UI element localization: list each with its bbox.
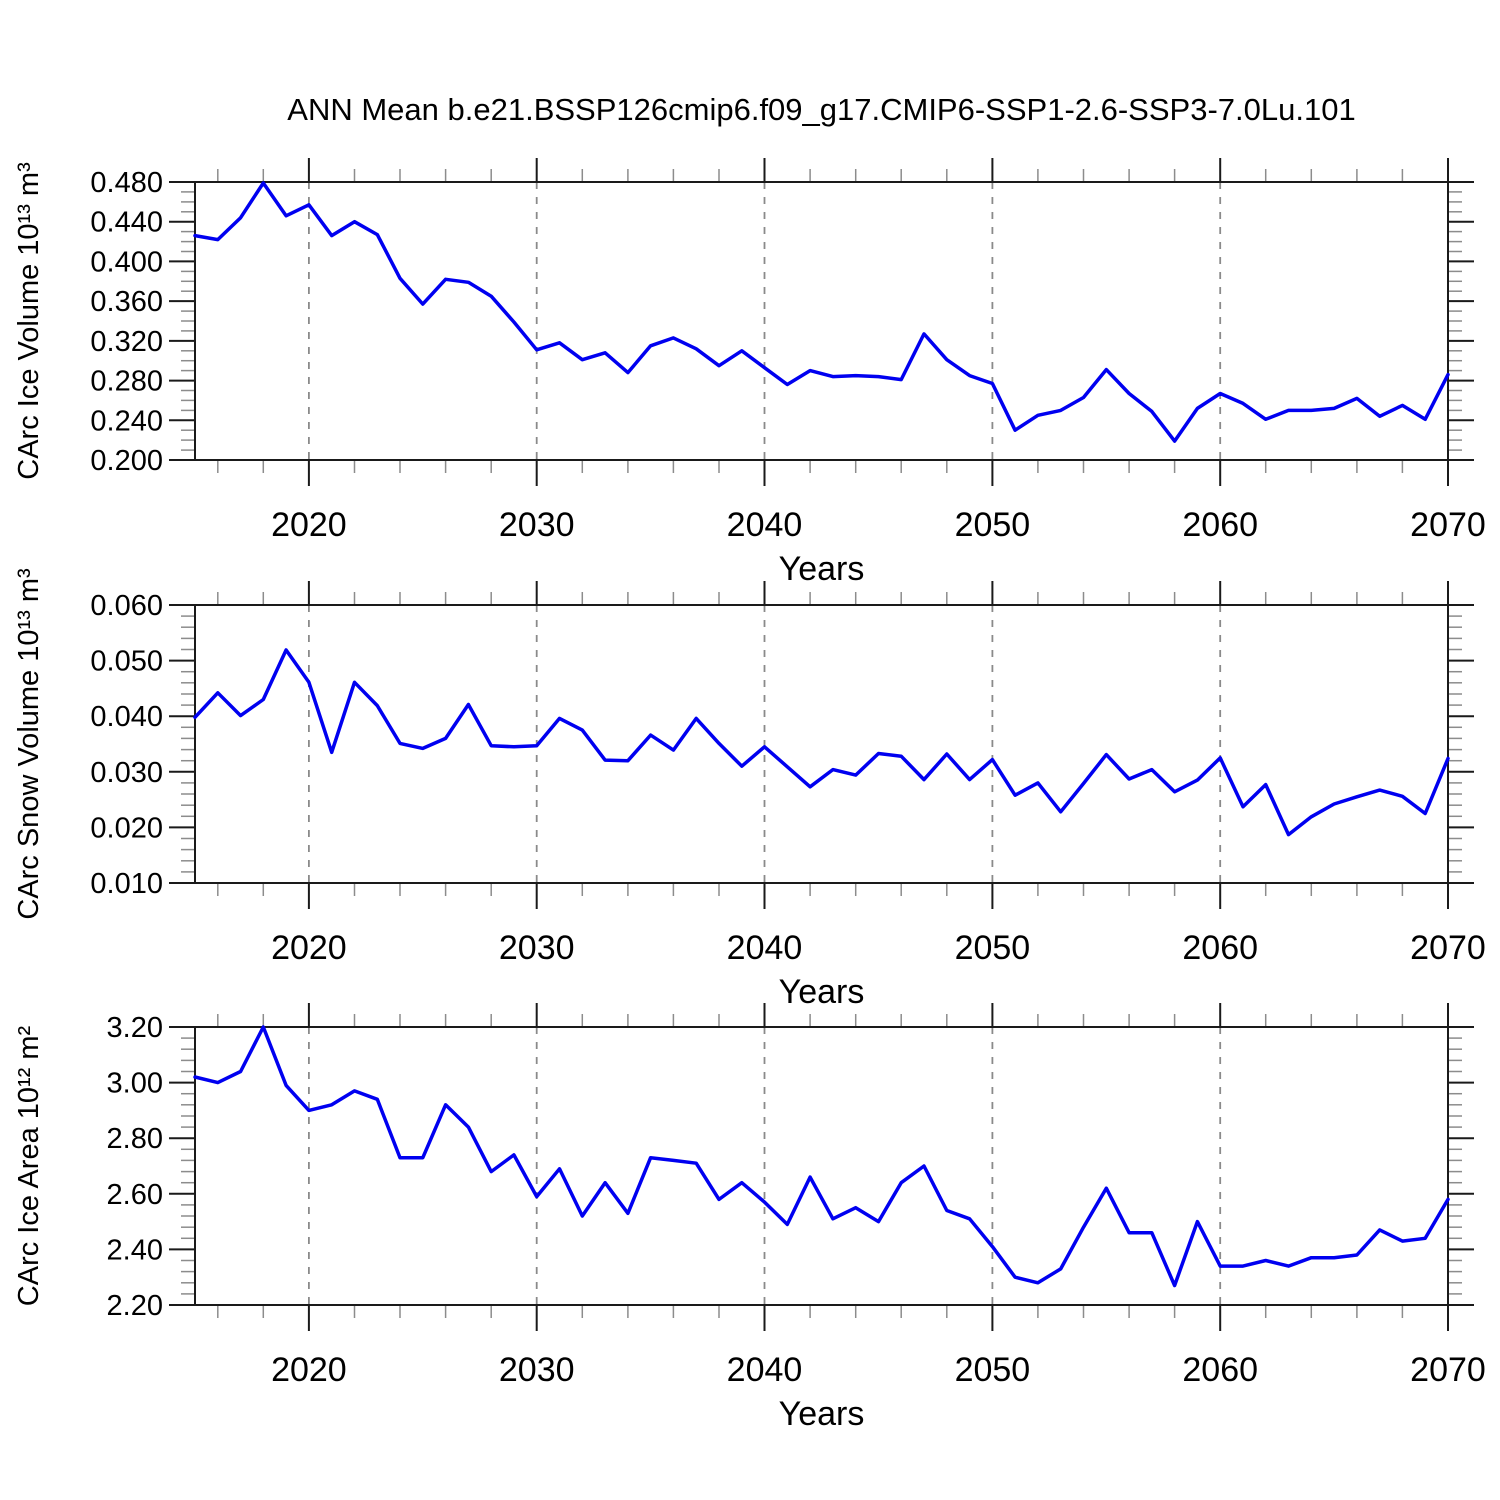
ice-area-x-tick-label: 2030	[499, 1351, 575, 1389]
ice-volume-minor-ticks	[181, 169, 1462, 473]
ice-volume-major-ticks	[169, 158, 1474, 486]
ice-volume-y-tick-label: 0.200	[90, 445, 163, 477]
snow-volume-chart: 2020 2030 2040 2050 2060 20700.0100.0200.0300…	[13, 568, 1486, 1011]
ice-volume-x-tick-label: 2070	[1410, 506, 1486, 544]
ice-area-x-axis-title: Years	[779, 1395, 865, 1433]
ice-volume-y-tick-label: 0.280	[90, 366, 163, 398]
snow-volume-y-tick-label: 0.010	[90, 868, 163, 900]
ice-area-x-tick-label: 2070	[1410, 1351, 1486, 1389]
snow-volume-x-tick-label: 2070	[1410, 929, 1486, 967]
ice-volume-x-tick-label: 2020	[271, 506, 347, 544]
ice-area-y-tick-label: 2.40	[107, 1234, 163, 1266]
ice-volume-x-tick-label: 2050	[955, 506, 1031, 544]
snow-volume-x-tick-label: 2060	[1182, 929, 1258, 967]
ice-area-line	[193, 1025, 1450, 1288]
snow-volume-x-tick-label: 2020	[271, 929, 347, 967]
snow-volume-gridlines	[307, 605, 1222, 883]
snow-volume-y-tick-label: 0.060	[90, 590, 163, 622]
snow-volume-y-tick-labels: 0.010 0.020 0.030 0.040 0.050 0.060	[90, 590, 163, 900]
ice-area-x-tick-label: 2060	[1182, 1351, 1258, 1389]
ice-volume-x-axis-title: Years	[779, 550, 865, 588]
snow-volume-y-tick-label: 0.040	[90, 701, 163, 733]
ice-area-y-tick-label: 3.20	[107, 1012, 163, 1044]
ice-area-y-tick-label: 3.00	[107, 1068, 163, 1100]
snow-volume-x-tick-labels: 2020 2030 2040 2050 2060 2070	[271, 929, 1486, 967]
snow-volume-x-axis-title: Years	[779, 973, 865, 1011]
ice-volume-y-tick-label: 0.480	[90, 167, 163, 199]
ice-area-chart: 2020 2030 2040 2050 2060 2070 2.20 2.40 2.60 2.80…	[13, 1003, 1486, 1433]
ice-volume-y-tick-label: 0.320	[90, 326, 163, 358]
ice-volume-y-tick-label: 0.360	[90, 286, 163, 318]
ice-volume-frame	[194, 181, 1449, 461]
snow-volume-y-axis-title: CArc Snow Volume 10¹³ m³	[13, 568, 45, 920]
ice-volume-y-tick-label: 0.240	[90, 405, 163, 437]
snow-volume-y-tick-label: 0.020	[90, 812, 163, 844]
ice-volume-x-tick-label: 2030	[499, 506, 575, 544]
ice-area-y-tick-label: 2.80	[107, 1123, 163, 1155]
ice-area-y-axis-title: CArc Ice Area 10¹² m²	[13, 1025, 45, 1306]
ice-area-major-ticks	[169, 1003, 1474, 1331]
snow-volume-frame	[194, 604, 1449, 884]
ice-area-y-tick-label: 2.60	[107, 1179, 163, 1211]
ice-area-x-tick-labels: 2020 2030 2040 2050 2060 2070	[271, 1351, 1486, 1389]
snow-volume-y-tick-label: 0.030	[90, 757, 163, 789]
ice-area-x-tick-label: 2020	[271, 1351, 347, 1389]
ice-area-minor-ticks	[181, 1014, 1462, 1318]
ice-volume-chart: 2020 2030 2040 2050 2060 20700.2000.2400.2800…	[13, 158, 1486, 588]
ice-area-frame	[194, 1026, 1449, 1306]
ice-volume-line	[193, 181, 1450, 443]
ice-volume-y-tick-labels: 0.200 0.240 0.280 0.320 0.360 0.400 0.440 0.480	[90, 167, 163, 477]
snow-volume-major-ticks	[169, 581, 1474, 909]
snow-volume-line	[193, 648, 1450, 837]
ice-area-y-tick-labels: 2.20 2.40 2.60 2.80 3.00 3.20	[107, 1012, 163, 1322]
snow-volume-x-tick-label: 2030	[499, 929, 575, 967]
snow-volume-x-tick-label: 2050	[955, 929, 1031, 967]
ice-area-gridlines	[307, 1027, 1222, 1305]
ice-area-y-tick-label: 2.20	[107, 1290, 163, 1322]
ice-area-x-tick-label: 2050	[955, 1351, 1031, 1389]
snow-volume-minor-ticks	[181, 592, 1462, 896]
ice-volume-x-tick-label: 2040	[727, 506, 803, 544]
ice-volume-gridlines	[307, 182, 1222, 460]
ice-volume-x-tick-label: 2060	[1182, 506, 1258, 544]
snow-volume-x-tick-label: 2040	[727, 929, 803, 967]
snow-volume-y-tick-label: 0.050	[90, 646, 163, 678]
figure-title: ANN Mean b.e21.BSSP126cmip6.f09_g17.CMIP…	[287, 92, 1356, 127]
ice-volume-y-axis-title: CArc Ice Volume 10¹³ m³	[13, 162, 45, 480]
ice-volume-y-tick-label: 0.400	[90, 246, 163, 278]
ice-area-x-tick-label: 2040	[727, 1351, 803, 1389]
ice-volume-x-tick-labels: 2020 2030 2040 2050 2060 2070	[271, 506, 1486, 544]
ice-volume-y-tick-label: 0.440	[90, 207, 163, 239]
